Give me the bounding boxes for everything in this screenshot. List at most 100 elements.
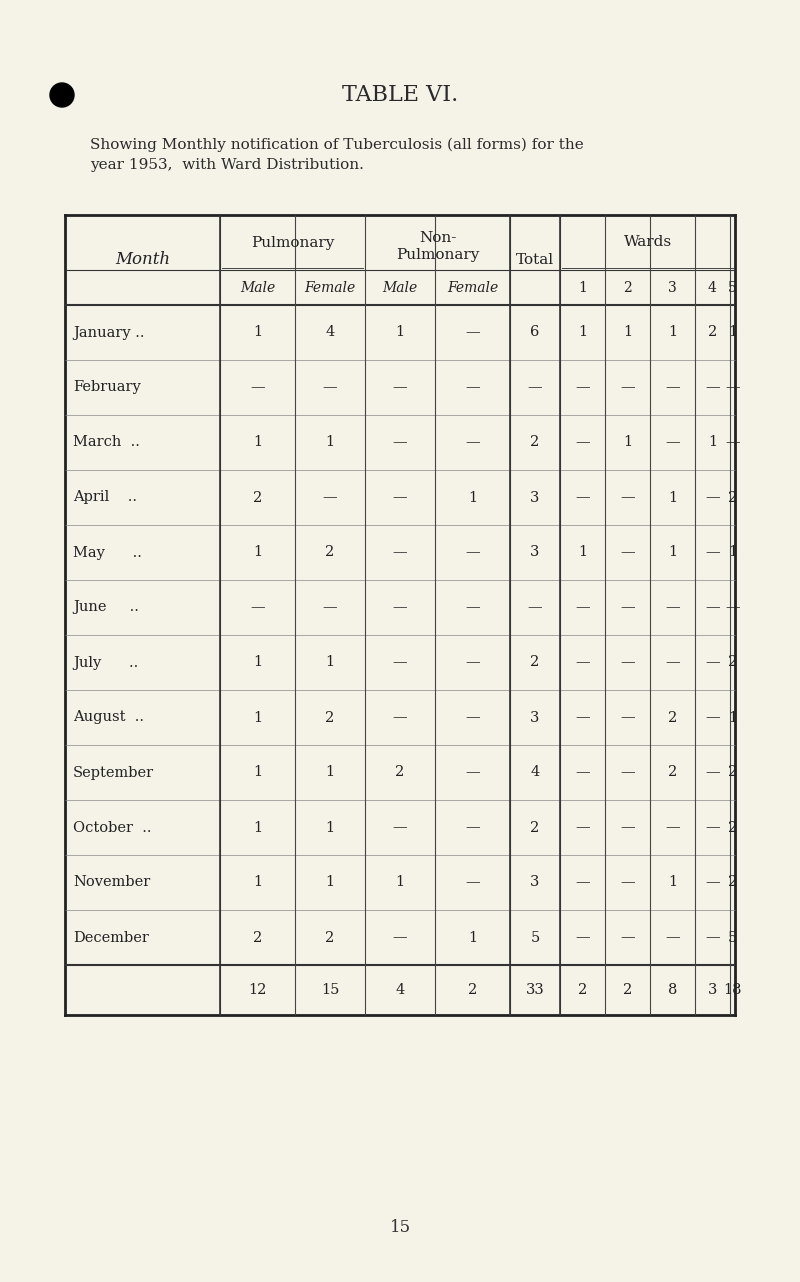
Circle shape <box>50 83 74 106</box>
Text: 15: 15 <box>321 983 339 997</box>
Text: 15: 15 <box>390 1218 410 1236</box>
Text: 1: 1 <box>253 765 262 779</box>
Text: 1: 1 <box>623 326 632 340</box>
Text: 2: 2 <box>728 491 737 505</box>
Text: 2: 2 <box>708 326 717 340</box>
Text: 18: 18 <box>723 983 742 997</box>
Text: —: — <box>528 600 542 614</box>
Text: —: — <box>665 931 680 945</box>
Text: —: — <box>620 765 635 779</box>
Text: March  ..: March .. <box>73 436 140 450</box>
Text: 4: 4 <box>395 983 405 997</box>
Text: Pulmonary: Pulmonary <box>396 247 479 262</box>
Text: Female: Female <box>304 281 356 295</box>
Text: —: — <box>725 600 740 614</box>
Text: —: — <box>393 600 407 614</box>
Text: 1: 1 <box>728 326 737 340</box>
Text: —: — <box>620 546 635 559</box>
Text: —: — <box>322 600 338 614</box>
Text: Wards: Wards <box>623 236 671 250</box>
Text: 1: 1 <box>728 546 737 559</box>
Text: —: — <box>705 820 720 835</box>
Text: 1: 1 <box>326 655 334 669</box>
Text: 2: 2 <box>530 655 540 669</box>
Text: TABLE VI.: TABLE VI. <box>342 85 458 106</box>
Text: 1: 1 <box>468 931 477 945</box>
Text: 5: 5 <box>530 931 540 945</box>
Text: —: — <box>528 381 542 395</box>
Text: —: — <box>705 381 720 395</box>
Text: —: — <box>465 876 480 890</box>
Text: 2: 2 <box>668 765 677 779</box>
Text: 3: 3 <box>530 491 540 505</box>
Text: October  ..: October .. <box>73 820 151 835</box>
Text: year 1953,  with Ward Distribution.: year 1953, with Ward Distribution. <box>90 158 364 172</box>
Text: 1: 1 <box>395 876 405 890</box>
Text: 1: 1 <box>395 326 405 340</box>
Text: —: — <box>575 436 590 450</box>
Text: February: February <box>73 381 141 395</box>
Text: 1: 1 <box>668 546 677 559</box>
Text: —: — <box>250 600 265 614</box>
Text: 3: 3 <box>708 983 717 997</box>
Text: —: — <box>393 820 407 835</box>
Text: —: — <box>705 876 720 890</box>
Text: —: — <box>665 655 680 669</box>
Text: —: — <box>575 491 590 505</box>
Text: 1: 1 <box>253 326 262 340</box>
Text: 1: 1 <box>253 820 262 835</box>
Text: —: — <box>665 820 680 835</box>
Text: 2: 2 <box>326 931 334 945</box>
Text: May      ..: May .. <box>73 546 142 559</box>
Text: 33: 33 <box>526 983 544 997</box>
Text: —: — <box>665 600 680 614</box>
Text: April    ..: April .. <box>73 491 137 505</box>
Text: 3: 3 <box>530 710 540 724</box>
Text: 1: 1 <box>578 546 587 559</box>
Text: 3: 3 <box>530 546 540 559</box>
Text: 2: 2 <box>728 655 737 669</box>
Text: 2: 2 <box>578 983 587 997</box>
Text: —: — <box>620 876 635 890</box>
Text: June     ..: June .. <box>73 600 139 614</box>
Text: 2: 2 <box>530 436 540 450</box>
Text: —: — <box>322 381 338 395</box>
Text: Total: Total <box>516 253 554 267</box>
Text: 1: 1 <box>708 436 717 450</box>
Text: —: — <box>575 931 590 945</box>
Text: 1: 1 <box>623 436 632 450</box>
Text: 5: 5 <box>728 281 737 295</box>
Text: 4: 4 <box>708 281 717 295</box>
Text: 1: 1 <box>253 710 262 724</box>
Text: 1: 1 <box>326 765 334 779</box>
Text: 1: 1 <box>728 710 737 724</box>
Text: —: — <box>705 546 720 559</box>
Text: —: — <box>575 820 590 835</box>
Text: Male: Male <box>240 281 275 295</box>
Text: January ..: January .. <box>73 326 145 340</box>
Text: 1: 1 <box>668 876 677 890</box>
Text: —: — <box>725 381 740 395</box>
Text: —: — <box>465 546 480 559</box>
Text: 4: 4 <box>530 765 540 779</box>
Text: —: — <box>465 765 480 779</box>
Text: —: — <box>465 326 480 340</box>
Text: 2: 2 <box>623 281 632 295</box>
Text: —: — <box>705 491 720 505</box>
Text: —: — <box>465 600 480 614</box>
Text: 1: 1 <box>253 655 262 669</box>
Text: —: — <box>393 655 407 669</box>
Text: —: — <box>620 381 635 395</box>
Text: Male: Male <box>382 281 418 295</box>
Text: —: — <box>575 381 590 395</box>
Text: —: — <box>465 436 480 450</box>
Text: 3: 3 <box>530 876 540 890</box>
Text: —: — <box>465 655 480 669</box>
Text: —: — <box>705 710 720 724</box>
Text: 12: 12 <box>248 983 266 997</box>
Text: 1: 1 <box>326 820 334 835</box>
Text: December: December <box>73 931 149 945</box>
Text: —: — <box>393 436 407 450</box>
Text: 2: 2 <box>326 710 334 724</box>
Text: 3: 3 <box>668 281 677 295</box>
